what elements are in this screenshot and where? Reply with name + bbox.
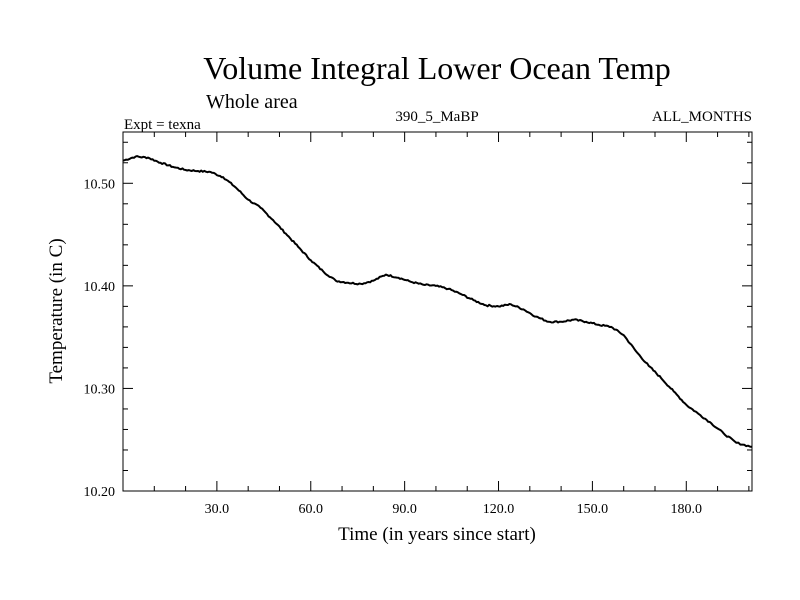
period-label: ALL_MONTHS: [652, 109, 752, 125]
y-tick-labels: 10.20 10.30 10.40 10.50: [84, 177, 116, 500]
x-tick-label: 30.0: [205, 502, 230, 517]
chart-title: Volume Integral Lower Ocean Temp: [203, 50, 671, 86]
run-label: 390_5_MaBP: [395, 109, 478, 125]
chart-subtitle: Whole area: [206, 91, 298, 113]
x-tick-label: 60.0: [299, 502, 324, 517]
y-axis-label: Temperature (in C): [46, 238, 67, 383]
y-tick-label: 10.20: [84, 485, 116, 500]
x-tick-label: 120.0: [483, 502, 515, 517]
plot-frame: [122, 131, 753, 492]
series-line-texna: [122, 155, 753, 448]
x-tick-labels: 30.0 60.0 90.0 120.0 150.0 180.0: [205, 502, 702, 517]
x-tick-label: 90.0: [392, 502, 417, 517]
y-tick-label: 10.40: [84, 280, 116, 295]
y-tick-label: 10.30: [84, 382, 116, 397]
x-axis-label: Time (in years since start): [338, 524, 536, 545]
x-tick-label: 150.0: [577, 502, 609, 517]
axis-ticks: [123, 132, 752, 492]
y-tick-label: 10.50: [84, 177, 116, 192]
x-tick-label: 180.0: [671, 502, 703, 517]
experiment-label: Expt = texna: [124, 117, 201, 133]
